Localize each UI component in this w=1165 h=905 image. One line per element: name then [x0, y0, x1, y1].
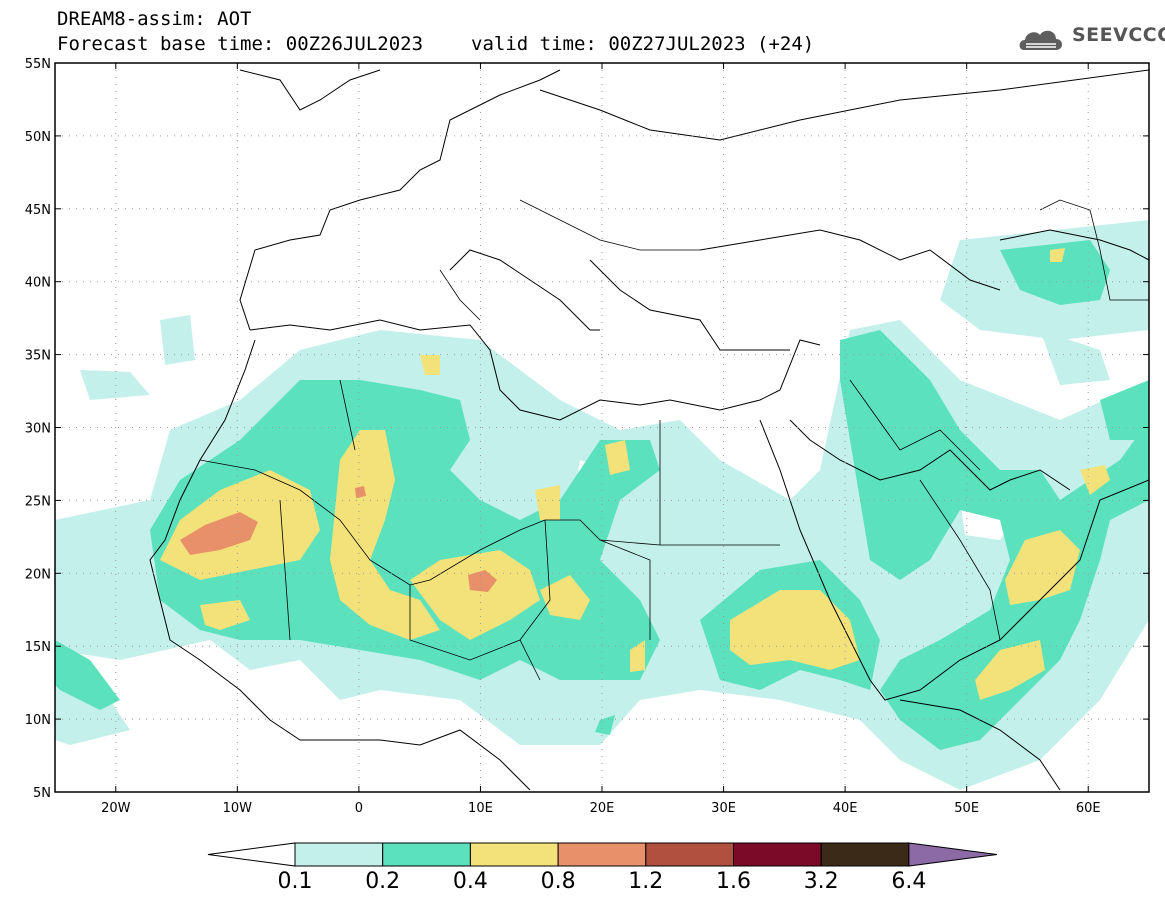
lon-label: 10W [223, 801, 253, 816]
lon-label: 20E [590, 801, 615, 816]
lat-label: 25N [25, 494, 51, 509]
lat-label: 55N [25, 57, 51, 72]
colorbar-bin [382, 842, 471, 867]
lon-label: 50E [954, 801, 979, 816]
colorbar-level-label: 0.8 [540, 869, 576, 894]
lon-label: 60E [1076, 801, 1101, 816]
lat-label: 20N [25, 567, 51, 582]
latitude-labels: 55N 50N 45N 40N 35N 30N 25N 20N 15N 10N 5N [25, 57, 51, 801]
colorbar-level-label: 3.2 [803, 869, 839, 894]
colorbar [207, 842, 997, 867]
lon-label: 10E [468, 801, 493, 816]
colorbar-level-label: 0.2 [365, 869, 401, 894]
colorbar-bin [557, 842, 647, 867]
valid-time: valid time: 00Z27JUL2023 (+24) [471, 33, 815, 55]
borders [199, 199, 1149, 681]
lat-label: 40N [25, 276, 51, 291]
base-time: Forecast base time: 00Z26JUL2023 [57, 33, 424, 55]
colorbar-level-label: 0.4 [452, 869, 488, 894]
lat-label: 30N [25, 422, 51, 437]
colorbar-bin [733, 842, 822, 867]
map-title: DREAM8-assim: AOT [57, 8, 252, 30]
lat-label: 5N [33, 786, 51, 801]
colorbar-level-label: 1.6 [716, 869, 751, 894]
forecast-times: Forecast base time: 00Z26JUL2023 valid ti… [57, 33, 814, 55]
colorbar-bin [294, 842, 384, 867]
lat-label: 15N [25, 640, 51, 655]
aot-shading [55, 220, 1149, 790]
colorbar-bin [645, 842, 734, 867]
colorbar-under-triangle [207, 842, 296, 867]
colorbar-bin [469, 842, 559, 867]
lon-label: 40E [833, 801, 858, 816]
colorbar-level-label: 0.1 [277, 869, 313, 894]
axis-ticks [55, 62, 1149, 793]
colorbar-level-label: 6.4 [891, 869, 927, 894]
logo-text: SEEVCCC [1072, 24, 1165, 46]
lon-label: 30E [711, 801, 736, 816]
lat-label: 45N [25, 203, 51, 218]
colorbar-level-label: 1.2 [628, 869, 664, 894]
lat-label: 35N [25, 349, 51, 364]
colorbar-bin [820, 842, 910, 867]
cloud-logo-icon [1019, 30, 1062, 50]
colorbar-over-triangle [908, 842, 997, 867]
lat-label: 10N [25, 713, 51, 728]
lat-label: 50N [25, 130, 51, 145]
lon-label: 20W [101, 801, 131, 816]
graticule [55, 63, 1149, 792]
lon-label: 0 [355, 801, 363, 816]
longitude-labels: 20W 10W 0 10E 20E 30E 40E 50E 60E [101, 801, 1101, 816]
